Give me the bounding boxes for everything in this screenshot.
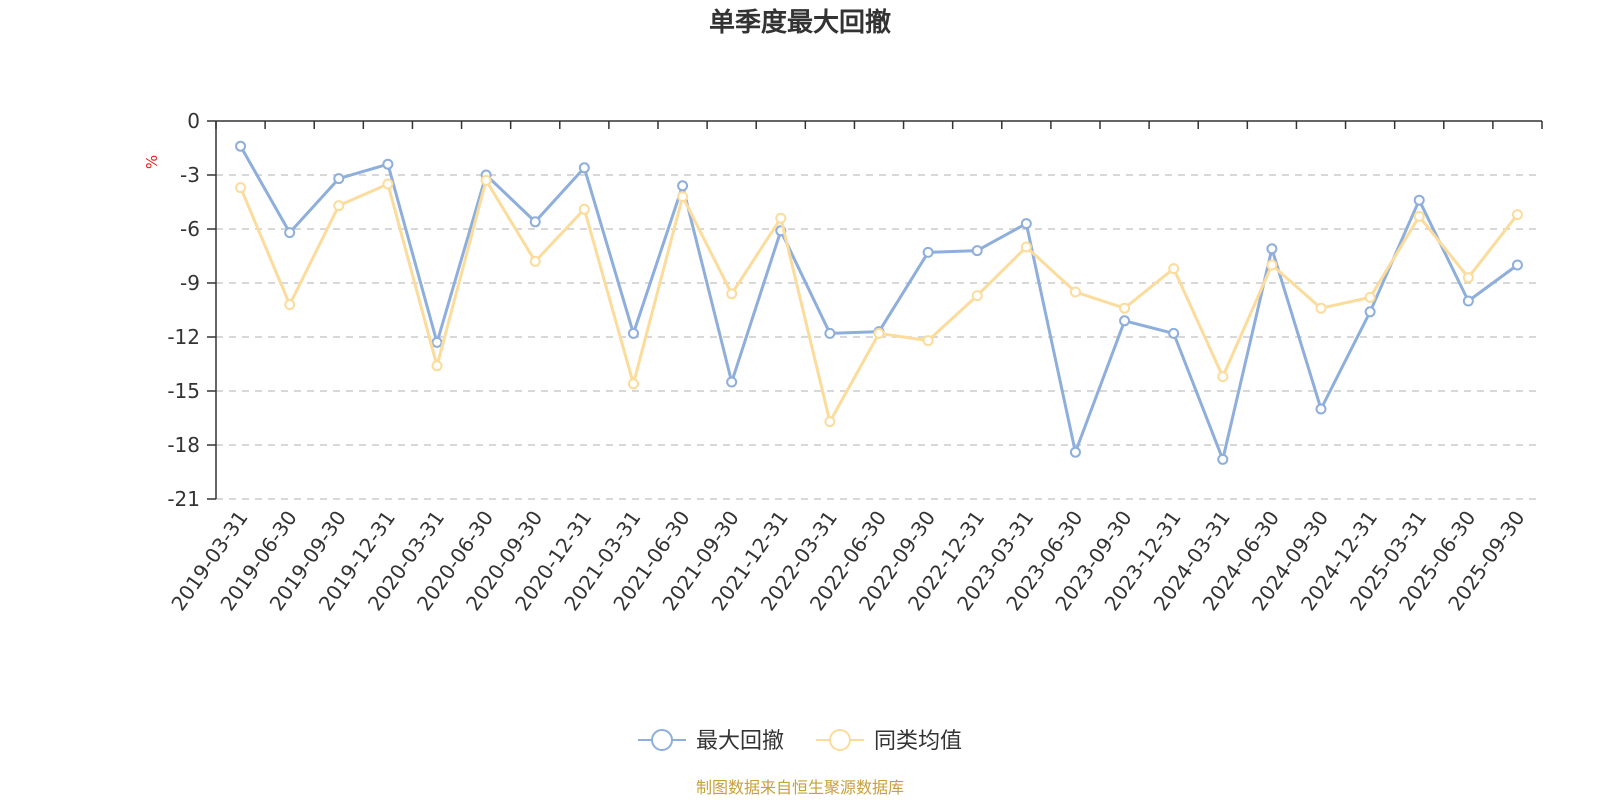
y-tick-label: -9 — [180, 271, 200, 295]
data-point — [1511, 209, 1523, 221]
data-point — [333, 173, 345, 185]
data-point — [922, 335, 934, 347]
data-point — [1266, 259, 1278, 271]
series-line — [239, 178, 1519, 424]
data-point — [235, 182, 247, 194]
x-axis-tick-labels: 2019-03-312019-06-302019-09-302019-12-31… — [166, 506, 1529, 615]
y-tick-label: -15 — [167, 379, 200, 403]
data-point — [1266, 243, 1278, 255]
data-point — [1217, 453, 1229, 465]
y-tick-label: -21 — [167, 487, 200, 511]
y-axis-unit-label: % — [143, 155, 161, 169]
data-point — [529, 255, 541, 267]
legend-item-max-drawdown[interactable]: 最大回撤 — [638, 729, 784, 754]
data-point — [529, 216, 541, 228]
series-layer — [235, 140, 1523, 465]
data-point — [382, 158, 394, 170]
data-point — [873, 327, 885, 339]
data-point — [1315, 403, 1327, 415]
y-axis-tick-labels: 0 -3 -6 -9 -12 -15 -18 -21 — [167, 109, 200, 511]
data-point — [1119, 302, 1131, 314]
data-point — [726, 288, 738, 300]
data-point — [480, 174, 492, 186]
legend-label-max-drawdown: 最大回撤 — [696, 729, 784, 754]
y-tick-label: -3 — [180, 163, 200, 187]
data-point — [677, 180, 689, 192]
data-point — [1168, 263, 1180, 275]
data-point — [922, 246, 934, 258]
data-point — [1511, 259, 1523, 271]
data-point — [1315, 302, 1327, 314]
data-point — [1413, 194, 1425, 206]
data-point — [1069, 286, 1081, 298]
data-point — [235, 140, 247, 152]
y-tick-label: -12 — [167, 325, 200, 349]
data-point — [726, 376, 738, 388]
data-point — [627, 378, 639, 390]
axes — [207, 120, 1543, 500]
data-point — [1069, 446, 1081, 458]
data-point — [1413, 210, 1425, 222]
series-max-drawdown — [235, 140, 1523, 465]
legend-marker-peer-average — [829, 729, 851, 751]
data-point — [284, 299, 296, 311]
data-point — [627, 327, 639, 339]
data-point — [382, 178, 394, 190]
data-point — [824, 416, 836, 428]
data-point — [1462, 295, 1474, 307]
legend-item-peer-average[interactable]: 同类均值 — [816, 729, 962, 754]
data-point — [1119, 315, 1131, 327]
y-tick-label: -18 — [167, 433, 200, 457]
data-point — [431, 336, 443, 348]
data-point — [1364, 306, 1376, 318]
data-point — [1462, 272, 1474, 284]
data-point — [1020, 241, 1032, 253]
data-point — [431, 360, 443, 372]
series-line — [239, 145, 1519, 461]
data-source-note: 制图数据来自恒生聚源数据库 — [696, 778, 904, 797]
data-point — [1168, 327, 1180, 339]
legend-label-peer-average: 同类均值 — [874, 729, 962, 754]
data-point — [824, 327, 836, 339]
data-point — [333, 200, 345, 212]
data-point — [677, 191, 689, 203]
data-point — [1364, 291, 1376, 303]
data-point — [1020, 218, 1032, 230]
data-point — [578, 162, 590, 174]
series-peer-average — [235, 174, 1523, 428]
y-tick-label: -6 — [180, 217, 200, 241]
data-point — [284, 227, 296, 239]
data-point — [775, 212, 787, 224]
legend: 最大回撤 同类均值 — [638, 729, 962, 754]
chart-title: 单季度最大回撤 — [709, 7, 891, 38]
data-point — [971, 290, 983, 302]
data-point — [578, 203, 590, 215]
data-point — [971, 245, 983, 257]
data-point — [1217, 371, 1229, 383]
y-tick-label: 0 — [187, 109, 200, 133]
legend-marker-max-drawdown — [651, 729, 673, 751]
